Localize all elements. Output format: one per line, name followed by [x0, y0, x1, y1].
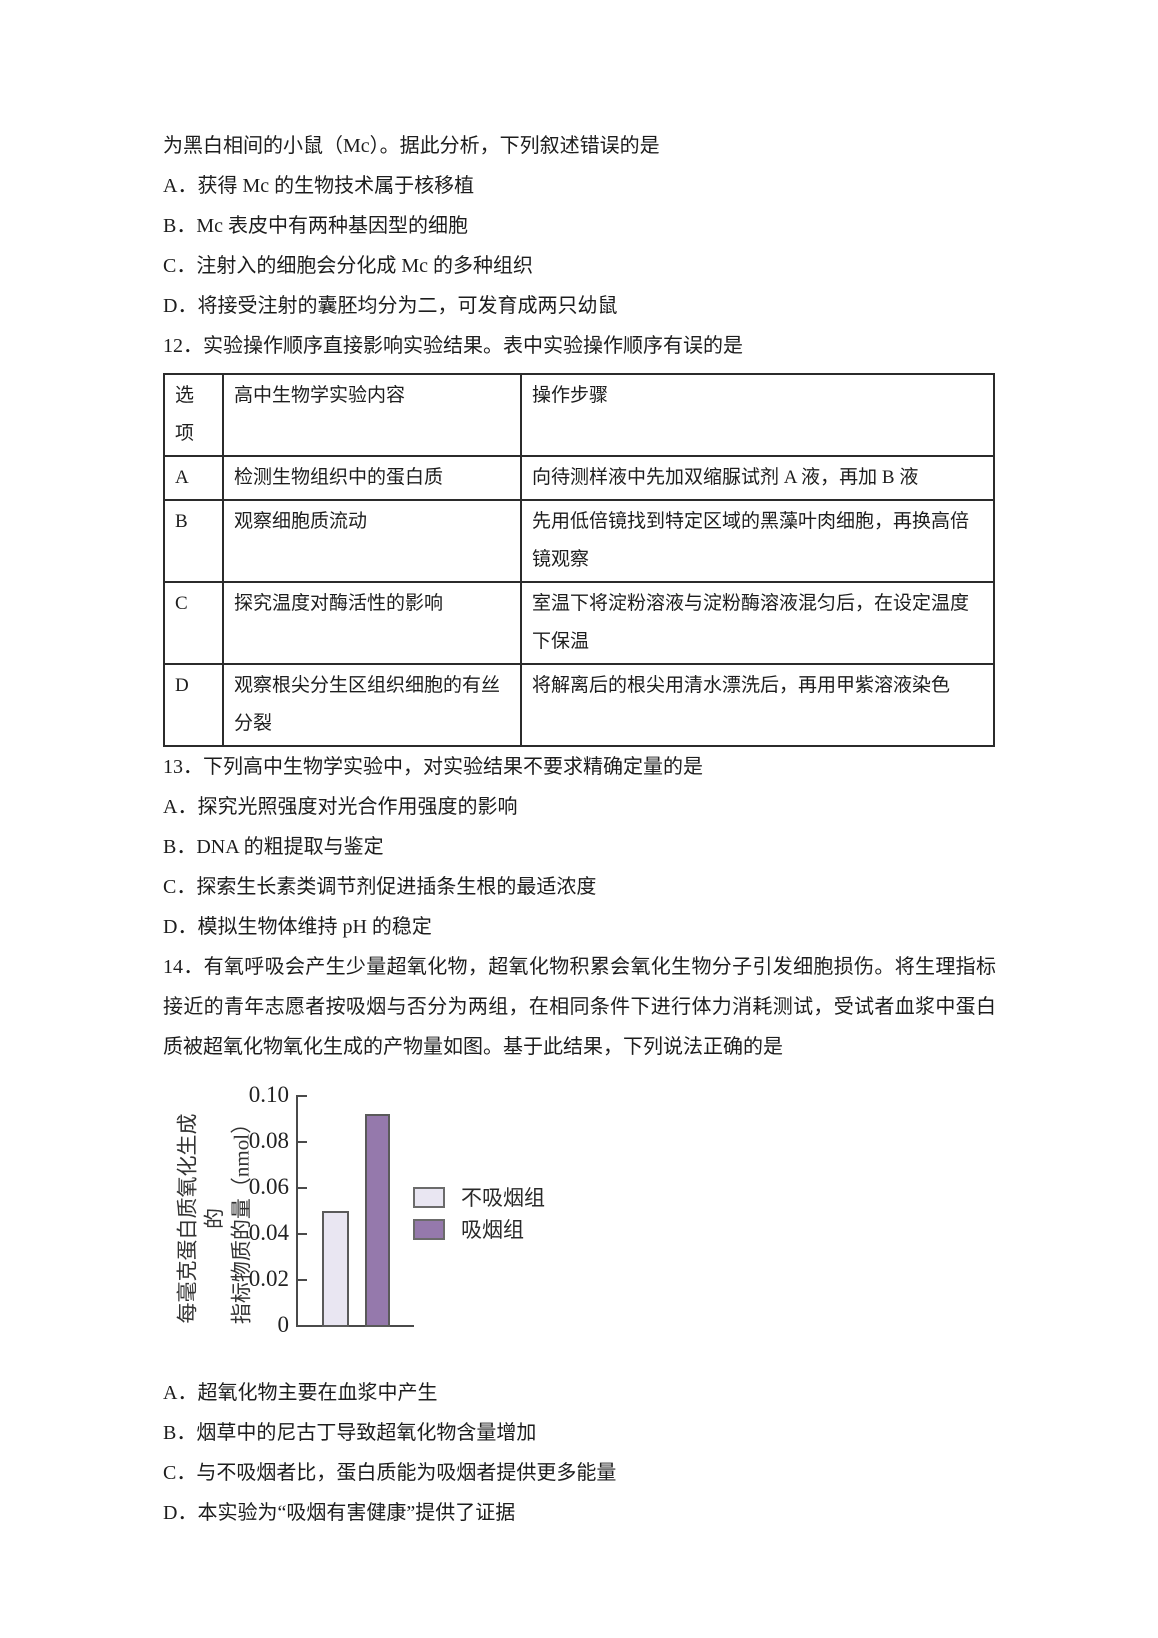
table-cell-option: B	[163, 499, 224, 583]
y-tick-label: 0.02	[248, 1266, 289, 1291]
y-tick-label: 0.04	[248, 1220, 289, 1245]
table-row: C 探究温度对酶活性的影响 室温下将淀粉溶液与淀粉酶溶液混匀后，在设定温度下保温	[163, 581, 995, 665]
q14-option-b: B．烟草中的尼古丁导致超氧化物含量增加	[163, 1422, 537, 1444]
page-content: 为黑白相间的小鼠（Mc）。据此分析，下列叙述错误的是 A．获得 Mc 的生物技术…	[163, 126, 996, 1533]
table-cell-option: A	[163, 455, 224, 501]
y-axis-tick	[298, 1095, 307, 1097]
x-axis-line	[296, 1325, 414, 1327]
legend-item-smoker: 吸烟组	[413, 1213, 545, 1245]
q14-option-c: C．与不吸烟者比，蛋白质能为吸烟者提供更多能量	[163, 1462, 617, 1484]
y-axis-tick	[298, 1233, 307, 1235]
bar-nonsmoker-group	[322, 1211, 349, 1327]
y-tick-label: 0.06	[248, 1174, 289, 1199]
table-cell-steps: 向待测样液中先加双缩脲试剂 A 液，再加 B 液	[520, 455, 995, 501]
table-cell-content: 探究温度对酶活性的影响	[222, 581, 522, 665]
q14-option-a: A．超氧化物主要在血浆中产生	[163, 1382, 438, 1404]
bar-smoker-group	[365, 1114, 390, 1327]
q11-option-a: A．获得 Mc 的生物技术属于核移植	[163, 175, 475, 197]
q13-stem: 13．下列高中生物学实验中，对实验结果不要求精确定量的是	[163, 756, 703, 778]
q11-stem-continued: 为黑白相间的小鼠（Mc）。据此分析，下列叙述错误的是	[163, 135, 660, 157]
table-cell-option: D	[163, 663, 224, 747]
table-cell-steps: 先用低倍镜找到特定区域的黑藻叶肉细胞，再换高倍镜观察	[520, 499, 995, 583]
q12-stem: 12．实验操作顺序直接影响实验结果。表中实验操作顺序有误的是	[163, 335, 743, 357]
table-cell-steps: 将解离后的根尖用清水漂洗后，再用甲紫溶液染色	[520, 663, 995, 747]
table-header-option: 选项	[163, 373, 224, 457]
legend-swatch-smoker	[413, 1218, 445, 1240]
table-header-steps: 操作步骤	[520, 373, 995, 457]
q12-table: 选项 高中生物学实验内容 操作步骤 A 检测生物组织中的蛋白质 向待测样液中先加…	[163, 373, 995, 747]
q14-options: A．超氧化物主要在血浆中产生 B．烟草中的尼古丁导致超氧化物含量增加 C．与不吸…	[163, 1373, 996, 1533]
table-cell-option: C	[163, 581, 224, 665]
q14-option-d: D．本实验为“吸烟有害健康”提供了证据	[163, 1502, 516, 1524]
legend-label: 不吸烟组	[461, 1186, 545, 1210]
table-row: A 检测生物组织中的蛋白质 向待测样液中先加双缩脲试剂 A 液，再加 B 液	[163, 455, 995, 501]
table-row: B 观察细胞质流动 先用低倍镜找到特定区域的黑藻叶肉细胞，再换高倍镜观察	[163, 499, 995, 583]
table-cell-content: 检测生物组织中的蛋白质	[222, 455, 522, 501]
table-cell-content: 观察细胞质流动	[222, 499, 522, 583]
table-header-content: 高中生物学实验内容	[222, 373, 522, 457]
q13-option-a: A．探究光照强度对光合作用强度的影响	[163, 796, 518, 818]
chart-legend: 不吸烟组 吸烟组	[413, 1181, 545, 1245]
q14-bar-chart: 每毫克蛋白质氧化生成的 指标物质的量（nmol） 0.10 0.08 0.06 …	[163, 1075, 996, 1367]
table-cell-content: 观察根尖分生区组织细胞的有丝分裂	[222, 663, 522, 747]
y-axis-tick	[298, 1279, 307, 1281]
q11-option-d: D．将接受注射的囊胚均分为二，可发育成两只幼鼠	[163, 295, 618, 317]
q11-option-c: C．注射入的细胞会分化成 Mc 的多种组织	[163, 255, 533, 277]
y-axis-tick	[298, 1141, 307, 1143]
q13-option-c: C．探索生长素类调节剂促进插条生根的最适浓度	[163, 876, 597, 898]
y-axis-tick	[298, 1187, 307, 1189]
y-tick-label: 0.10	[248, 1082, 289, 1107]
y-axis-label-line1: 每毫克蛋白质氧化生成的	[175, 1113, 227, 1324]
q13-option-b: B．DNA 的粗提取与鉴定	[163, 836, 384, 858]
legend-item-nonsmoker: 不吸烟组	[413, 1181, 545, 1213]
y-tick-label: 0	[277, 1312, 290, 1337]
y-axis-line	[296, 1095, 298, 1327]
q11-option-b: B．Mc 表皮中有两种基因型的细胞	[163, 215, 468, 237]
y-tick-label: 0.08	[248, 1128, 289, 1153]
table-cell-steps: 室温下将淀粉溶液与淀粉酶溶液混匀后，在设定温度下保温	[520, 581, 995, 665]
q14-stem: 14．有氧呼吸会产生少量超氧化物，超氧化物积累会氧化生物分子引发细胞损伤。将生理…	[163, 956, 996, 1058]
legend-label: 吸烟组	[461, 1218, 524, 1242]
table-row: D 观察根尖分生区组织细胞的有丝分裂 将解离后的根尖用清水漂洗后，再用甲紫溶液染…	[163, 663, 995, 747]
q13-option-d: D．模拟生物体维持 pH 的稳定	[163, 916, 432, 938]
table-header-row: 选项 高中生物学实验内容 操作步骤	[163, 373, 995, 457]
legend-swatch-nonsmoker	[413, 1186, 445, 1208]
